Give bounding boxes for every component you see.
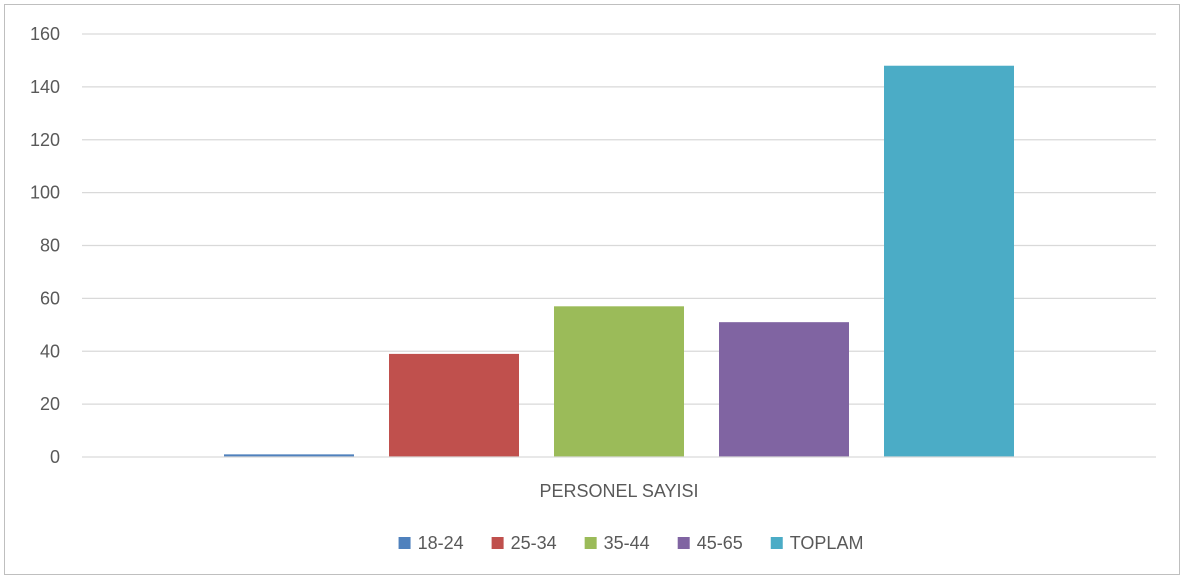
legend-swatch [677, 537, 690, 549]
legend-item-18-24: 18-24 [398, 533, 464, 553]
legend-item-toplam: TOPLAM [770, 533, 864, 553]
legend-item-35-44: 35-44 [584, 533, 650, 553]
y-tick-label: 40 [40, 341, 60, 361]
legend-label: 25-34 [511, 533, 557, 553]
category-label: PERSONEL SAYISI [539, 481, 698, 501]
y-tick-label: 0 [50, 447, 60, 467]
y-tick-label: 160 [30, 24, 60, 44]
legend-swatch [770, 537, 783, 549]
legend-label: 35-44 [604, 533, 650, 553]
legend-item-25-34: 25-34 [491, 533, 557, 553]
legend-swatch [584, 537, 597, 549]
y-tick-label: 140 [30, 77, 60, 97]
legend-label: 18-24 [418, 533, 464, 553]
y-axis-ticks: 0 20 40 60 80 100 120 140 160 [30, 24, 60, 467]
y-tick-label: 60 [40, 288, 60, 308]
legend-swatch [491, 537, 504, 549]
y-tick-label: 80 [40, 236, 60, 256]
bar-18-24 [224, 454, 354, 457]
bar-35-44 [554, 306, 684, 457]
bar-45-65 [719, 322, 849, 457]
legend-swatch [398, 537, 411, 549]
legend-label: 45-65 [697, 533, 743, 553]
legend-label: TOPLAM [790, 533, 864, 553]
legend-item-45-65: 45-65 [677, 533, 743, 553]
y-tick-label: 20 [40, 394, 60, 414]
bars [224, 65, 1014, 457]
y-tick-label: 100 [30, 183, 60, 203]
bar-25-34 [389, 353, 519, 457]
y-tick-label: 120 [30, 130, 60, 150]
bar-toplam [884, 65, 1014, 457]
category-labels: PERSONEL SAYISI [539, 481, 698, 501]
legend: 18-24 25-34 35-44 45-65 TOPLAM [398, 533, 864, 553]
